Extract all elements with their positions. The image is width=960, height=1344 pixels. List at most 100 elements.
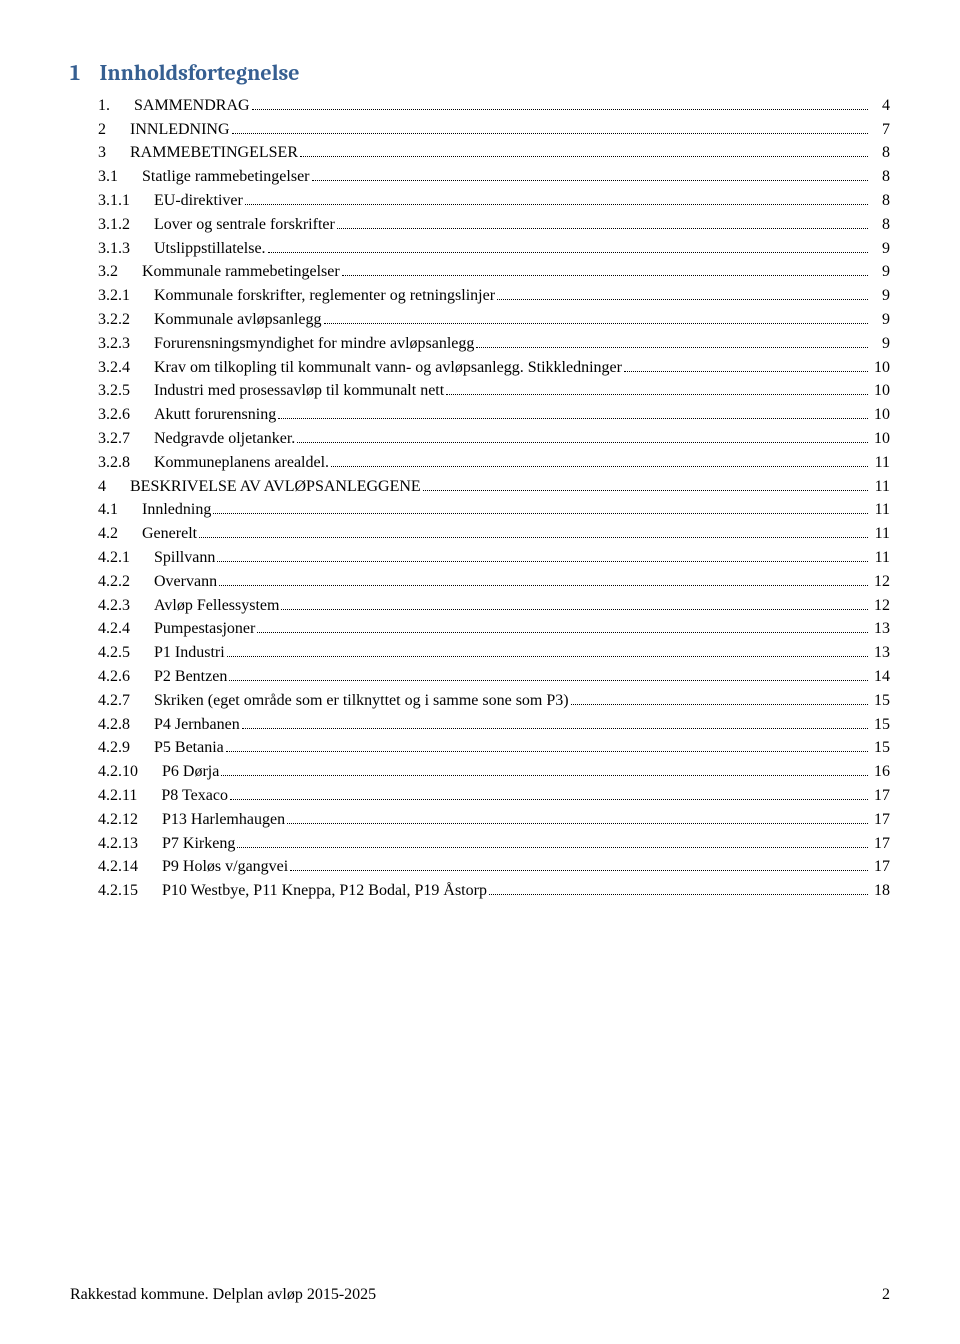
toc-entry-label: Kommunale forskrifter, reglementer og re… [154, 288, 495, 304]
toc-entry-number: 4.2.5 [98, 645, 130, 661]
toc-entry-label: Spillvann [154, 550, 215, 566]
toc-entry[interactable]: 4.2.3 Avløp Fellessystem 12 [70, 596, 890, 614]
toc-entry-number: 4.2.3 [98, 598, 130, 614]
toc-entry[interactable]: 3.2.4 Krav om tilkopling til kommunalt v… [70, 358, 890, 376]
toc-entry[interactable]: 3.1.2 Lover og sentrale forskrifter 8 [70, 215, 890, 233]
toc-entry-label: P10 Westbye, P11 Kneppa, P12 Bodal, P19 … [162, 883, 487, 899]
toc-entry-number: 4.2.8 [98, 717, 130, 733]
toc-entry[interactable]: 4.2.15 P10 Westbye, P11 Kneppa, P12 Boda… [70, 881, 890, 899]
title-number: 1 [70, 60, 80, 86]
toc-entry-number: 4.1 [98, 502, 118, 518]
toc-entry-number: 3.2.5 [98, 383, 130, 399]
toc-entry-page: 13 [870, 645, 890, 661]
toc-entry-page: 11 [870, 550, 890, 566]
toc-entry-label: P5 Betania [154, 740, 224, 756]
toc-entry-number: 4.2.11 [98, 788, 137, 804]
toc-entry-label: Skriken (eget område som er tilknyttet o… [154, 693, 569, 709]
toc-entry[interactable]: 4.2.12 P13 Harlemhaugen 17 [70, 810, 890, 828]
toc-entry[interactable]: 4.2.9 P5 Betania 15 [70, 739, 890, 757]
toc-entry-label: RAMMEBETINGELSER [130, 145, 298, 161]
toc-entry-page: 11 [870, 479, 890, 495]
toc-entry[interactable]: 4.1 Innledning 11 [70, 501, 890, 519]
toc-entry-page: 9 [870, 336, 890, 352]
toc-entry-number: 4.2.6 [98, 669, 130, 685]
toc-entry-label: Avløp Fellessystem [154, 598, 279, 614]
toc-leader-dots [229, 667, 868, 681]
toc-entry-page: 15 [870, 740, 890, 756]
toc-entry[interactable]: 4.2.7 Skriken (eget område som er tilkny… [70, 691, 890, 709]
toc-entry-number: 4.2 [98, 526, 118, 542]
toc-entry[interactable]: 3.2.1 Kommunale forskrifter, reglementer… [70, 286, 890, 304]
toc-leader-dots [242, 715, 868, 729]
toc-entry-page: 11 [870, 526, 890, 542]
toc-entry-label: INNLEDNING [130, 122, 230, 138]
toc-entry-label: Kommunale rammebetingelser [142, 264, 340, 280]
toc-entry-number: 3.2.6 [98, 407, 130, 423]
toc-entry-page: 9 [870, 241, 890, 257]
toc-entry[interactable]: 4.2 Generelt 11 [70, 524, 890, 542]
toc-entry[interactable]: 4 BESKRIVELSE AV AVLØPSANLEGGENE 11 [70, 477, 890, 495]
toc-entry[interactable]: 4.2.10 P6 Dørja 16 [70, 762, 890, 780]
toc-leader-dots [221, 762, 868, 776]
toc-entry[interactable]: 3.2.2 Kommunale avløpsanlegg 9 [70, 310, 890, 328]
toc-entry[interactable]: 3.1.1 EU-direktiver 8 [70, 191, 890, 209]
toc-entry[interactable]: 4.2.4 Pumpestasjoner 13 [70, 620, 890, 638]
toc-entry[interactable]: 4.2.5 P1 Industri 13 [70, 643, 890, 661]
toc-leader-dots [281, 596, 868, 610]
toc-entry-number: 3.1.3 [98, 241, 130, 257]
title-text: Innholdsfortegnelse [99, 60, 299, 86]
toc-entry[interactable]: 4.2.11 P8 Texaco 17 [70, 786, 890, 804]
toc-entry[interactable]: 3.2 Kommunale rammebetingelser 9 [70, 263, 890, 281]
toc-entry[interactable]: 4.2.13 P7 Kirkeng 17 [70, 834, 890, 852]
toc-leader-dots [290, 858, 868, 872]
toc-leader-dots [423, 477, 868, 491]
toc-entry-page: 9 [870, 312, 890, 328]
toc-entry-page: 10 [870, 360, 890, 376]
toc-entry[interactable]: 3.2.6 Akutt forurensning 10 [70, 405, 890, 423]
toc-entry-label: Lover og sentrale forskrifter [154, 217, 335, 233]
toc-entry-page: 13 [870, 621, 890, 637]
toc-entry-label: EU-direktiver [154, 193, 243, 209]
toc-entry-page: 15 [870, 717, 890, 733]
toc-entry-page: 4 [870, 98, 890, 114]
toc-entry-number: 3.2.3 [98, 336, 130, 352]
toc-entry[interactable]: 4.2.14 P9 Holøs v/gangvei 17 [70, 858, 890, 876]
toc-entry-number: 4.2.10 [98, 764, 138, 780]
toc-entry-label: P7 Kirkeng [162, 836, 235, 852]
toc-entry[interactable]: 3.2.8 Kommuneplanens arealdel. 11 [70, 453, 890, 471]
toc-leader-dots [227, 643, 868, 657]
toc-entry-label: Innledning [142, 502, 211, 518]
toc-entry[interactable]: 4.2.2 Overvann 12 [70, 572, 890, 590]
toc-entry[interactable]: 4.2.1 Spillvann 11 [70, 548, 890, 566]
toc-entry-page: 17 [870, 859, 890, 875]
toc-entry-page: 12 [870, 598, 890, 614]
toc-entry-number: 3.2.1 [98, 288, 130, 304]
toc-entry[interactable]: 3 RAMMEBETINGELSER 8 [70, 144, 890, 162]
toc-entry[interactable]: 3.1 Statlige rammebetingelser 8 [70, 167, 890, 185]
toc-entry-label: Nedgravde oljetanker. [154, 431, 295, 447]
toc-entry[interactable]: 4.2.8 P4 Jernbanen 15 [70, 715, 890, 733]
toc-leader-dots [571, 691, 868, 705]
toc-entry[interactable]: 3.2.5 Industri med prosessavløp til komm… [70, 382, 890, 400]
toc-entry-label: Kommuneplanens arealdel. [154, 455, 329, 471]
toc-entry-number: 3.2 [98, 264, 118, 280]
toc-entry-number: 4.2.1 [98, 550, 130, 566]
toc-entry[interactable]: 3.1.3 Utslippstillatelse. 9 [70, 239, 890, 257]
toc-entry[interactable]: 4.2.6 P2 Bentzen 14 [70, 667, 890, 685]
toc-leader-dots [446, 382, 868, 396]
toc-entry-number: 4.2.14 [98, 859, 138, 875]
toc-entry-number: 4.2.2 [98, 574, 130, 590]
toc-leader-dots [257, 620, 868, 634]
toc-entry[interactable]: 2 INNLEDNING 7 [70, 120, 890, 138]
toc-entry-page: 8 [870, 217, 890, 233]
toc-leader-dots [342, 263, 868, 277]
toc-entry[interactable]: 1. SAMMENDRAG 4 [70, 96, 890, 114]
toc-entry[interactable]: 3.2.7 Nedgravde oljetanker. 10 [70, 429, 890, 447]
toc-entry[interactable]: 3.2.3 Forurensningsmyndighet for mindre … [70, 334, 890, 352]
footer-page-number: 2 [882, 1286, 890, 1304]
page-title: 1 Innholdsfortegnelse [70, 60, 890, 86]
toc-entry-label: BESKRIVELSE AV AVLØPSANLEGGENE [130, 479, 421, 495]
toc-leader-dots [297, 429, 868, 443]
toc-entry-page: 11 [870, 455, 890, 471]
toc-entry-label: Utslippstillatelse. [154, 241, 266, 257]
